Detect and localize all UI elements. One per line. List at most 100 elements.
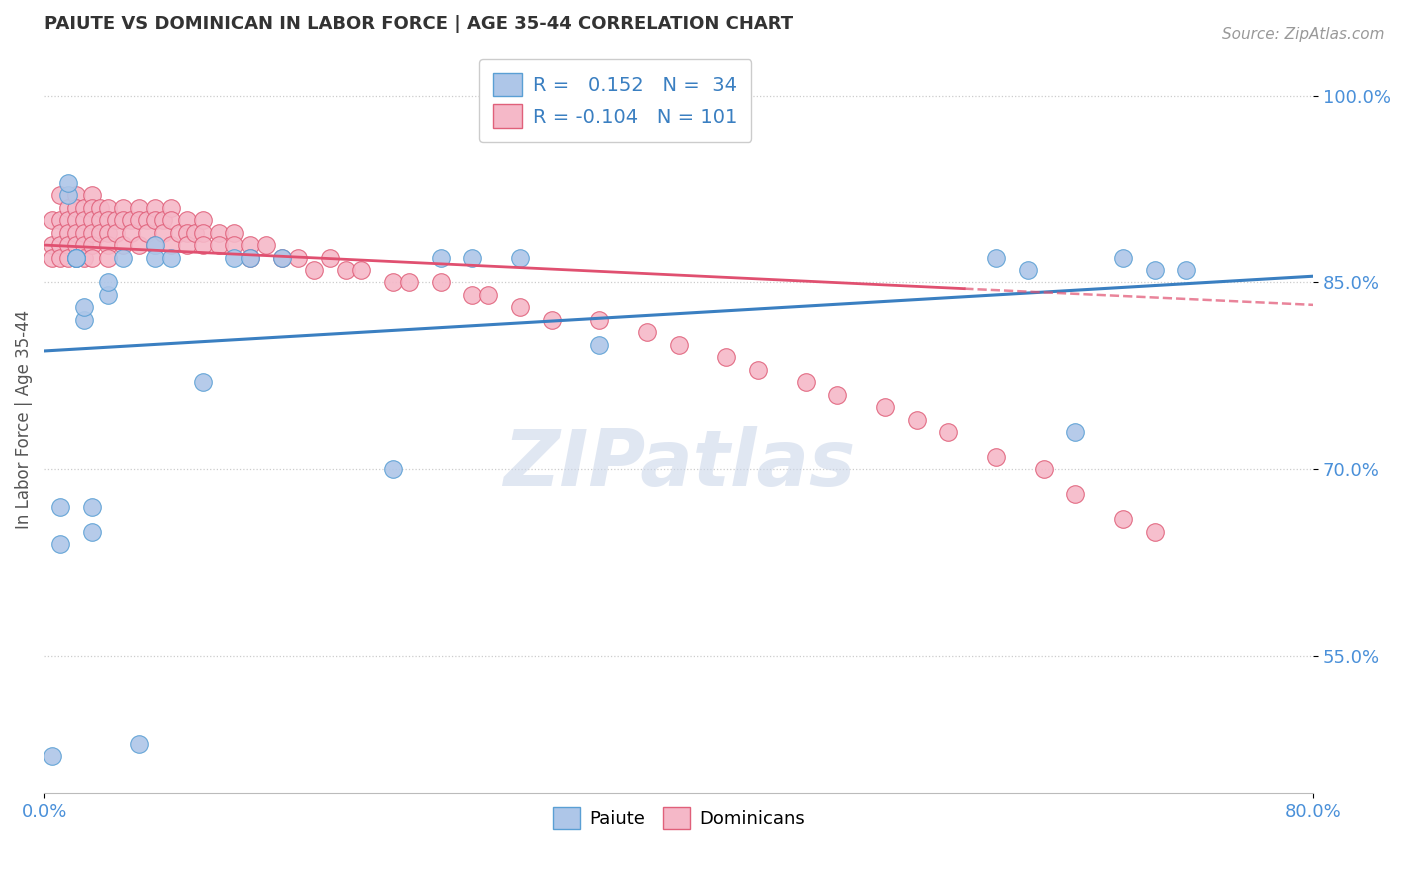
Text: ZIPatlas: ZIPatlas — [502, 426, 855, 502]
Point — [120, 213, 142, 227]
Point — [112, 213, 135, 227]
Point — [668, 337, 690, 351]
Point — [49, 226, 72, 240]
Point — [56, 176, 79, 190]
Point — [318, 251, 340, 265]
Point — [80, 524, 103, 539]
Point — [97, 251, 120, 265]
Point — [429, 276, 451, 290]
Point — [207, 238, 229, 252]
Point — [65, 201, 87, 215]
Point — [112, 238, 135, 252]
Point — [636, 326, 658, 340]
Point — [49, 238, 72, 252]
Point — [191, 375, 214, 389]
Point — [1032, 462, 1054, 476]
Point — [191, 226, 214, 240]
Point — [143, 201, 166, 215]
Point — [984, 450, 1007, 464]
Point — [271, 251, 294, 265]
Point — [97, 213, 120, 227]
Point — [65, 251, 87, 265]
Point — [73, 313, 96, 327]
Point — [97, 238, 120, 252]
Point — [1112, 512, 1135, 526]
Point — [80, 201, 103, 215]
Point — [382, 462, 405, 476]
Point — [56, 201, 79, 215]
Point — [176, 238, 198, 252]
Point — [167, 226, 190, 240]
Point — [176, 226, 198, 240]
Point — [143, 213, 166, 227]
Point — [56, 213, 79, 227]
Point — [160, 251, 183, 265]
Point — [827, 387, 849, 401]
Point — [89, 201, 111, 215]
Point — [588, 337, 610, 351]
Y-axis label: In Labor Force | Age 35-44: In Labor Force | Age 35-44 — [15, 310, 32, 529]
Point — [382, 276, 405, 290]
Point — [128, 213, 150, 227]
Point — [65, 251, 87, 265]
Point — [80, 213, 103, 227]
Point — [160, 238, 183, 252]
Point — [143, 251, 166, 265]
Point — [143, 238, 166, 252]
Point — [794, 375, 817, 389]
Point — [80, 188, 103, 202]
Point — [191, 238, 214, 252]
Point — [56, 238, 79, 252]
Point — [73, 301, 96, 315]
Point — [477, 288, 499, 302]
Point — [239, 251, 262, 265]
Point — [49, 537, 72, 551]
Point — [224, 251, 246, 265]
Point — [254, 238, 277, 252]
Point — [184, 226, 207, 240]
Legend: Paiute, Dominicans: Paiute, Dominicans — [546, 800, 811, 837]
Point — [120, 226, 142, 240]
Point — [1064, 487, 1087, 501]
Point — [540, 313, 562, 327]
Point — [65, 226, 87, 240]
Point — [65, 213, 87, 227]
Point — [65, 188, 87, 202]
Point — [152, 226, 174, 240]
Point — [1112, 251, 1135, 265]
Point — [89, 226, 111, 240]
Point — [73, 238, 96, 252]
Point — [97, 226, 120, 240]
Point — [104, 226, 127, 240]
Point — [136, 213, 159, 227]
Point — [1064, 425, 1087, 439]
Point — [1175, 263, 1198, 277]
Point — [302, 263, 325, 277]
Point — [239, 251, 262, 265]
Point — [984, 251, 1007, 265]
Point — [49, 213, 72, 227]
Point — [335, 263, 357, 277]
Point — [97, 288, 120, 302]
Point — [73, 201, 96, 215]
Point — [73, 251, 96, 265]
Point — [128, 201, 150, 215]
Point — [239, 238, 262, 252]
Point — [191, 213, 214, 227]
Point — [905, 412, 928, 426]
Point — [1143, 263, 1166, 277]
Point — [80, 500, 103, 514]
Point — [56, 188, 79, 202]
Point — [65, 251, 87, 265]
Point — [41, 213, 63, 227]
Point — [287, 251, 309, 265]
Point — [41, 238, 63, 252]
Point — [97, 276, 120, 290]
Point — [49, 500, 72, 514]
Point — [160, 213, 183, 227]
Point — [350, 263, 373, 277]
Point — [509, 251, 531, 265]
Point — [80, 238, 103, 252]
Point — [73, 213, 96, 227]
Point — [176, 213, 198, 227]
